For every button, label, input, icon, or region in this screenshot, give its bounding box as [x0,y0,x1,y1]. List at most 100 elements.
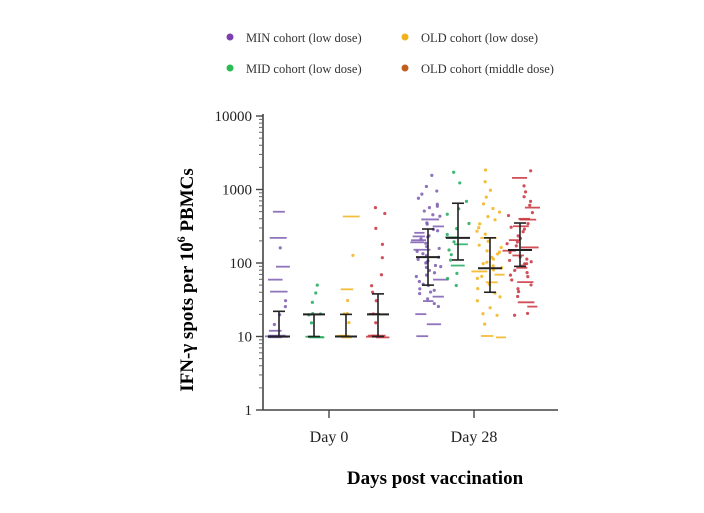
y-axis-label-main: IFN-γ spots per 10 [177,242,198,391]
data-point [454,283,458,288]
legend-label-old-middle-cohort: OLD cohort (middle dose) [421,62,554,76]
data-point [477,243,481,247]
data-point [499,245,503,250]
data-point [417,279,421,284]
data-point [497,250,502,254]
data-point [374,226,378,230]
data-point [418,287,422,291]
data-point [418,291,422,296]
data-point [447,248,451,252]
data-point [506,213,511,218]
data-point [491,264,495,268]
x-tick-label-day-28: Day 28 [451,429,498,446]
data-point [445,212,449,216]
data-point [486,239,490,243]
data-point [424,184,428,189]
data-point [514,244,518,248]
data-point [283,299,288,303]
data-point [485,260,489,264]
legend-dot-mid-cohort [226,64,234,72]
data-point [507,258,512,263]
x-ticks: Day 0 Day 28 [310,410,498,446]
data-point [315,283,319,287]
data-point [467,221,471,226]
data-point [449,253,453,257]
data-point [347,320,351,325]
data-point [426,297,430,301]
data-point [495,252,500,256]
data-point [435,189,439,193]
data-point [488,306,492,310]
y-tick-label-100: 100 [230,256,253,272]
data-point [476,287,480,291]
data-point [528,199,533,203]
data-point [422,209,426,213]
data-point [475,229,479,233]
data-point [495,313,499,317]
data-point [383,211,387,216]
y-axis-label-superscript: 6 [174,236,188,242]
x-axis-label: Days post vaccination [347,468,524,489]
data-point [432,271,437,275]
data-point [515,240,519,244]
legend-label-min-cohort: MIN cohort (low dose) [246,31,362,45]
data-point [529,283,533,287]
y-tick-label-1000: 1000 [222,183,252,199]
data-point [497,210,502,214]
data-point [530,210,535,215]
data-point [516,287,520,291]
data-point [510,278,514,282]
data-point [421,252,425,256]
data-point [480,274,484,278]
data-point [431,213,435,217]
data-point [485,249,489,253]
data-point [414,274,418,279]
data-point [416,196,421,200]
legend-label-mid-cohort: MID cohort (low dose) [246,62,362,76]
data-point [310,300,314,304]
data-point [449,258,453,262]
data-point [380,242,385,246]
data-point [522,227,526,231]
data-point [498,295,502,299]
data-point [486,215,490,219]
data-point [488,188,493,192]
data-point [475,299,479,303]
data-point [481,312,485,316]
data-point [525,257,529,261]
data-point [483,180,487,184]
data-point [428,290,433,294]
data-point [346,298,350,303]
data-point [445,276,450,281]
axes: 1 10 100 1000 10000 Day 0 Day 28 [215,109,558,446]
data-point [374,299,378,303]
data-point [525,271,529,275]
data-point [415,249,419,253]
data-point [483,168,488,172]
data-point [526,222,530,226]
data-point [458,181,462,185]
data-point [436,304,441,309]
data-point [516,289,521,294]
data-point [508,250,512,255]
data-point [432,301,436,306]
data-point [478,222,482,226]
data-point [432,288,436,292]
y-axis-label-suffix: PBMCs [177,168,198,236]
y-ticks: 1 10 100 1000 10000 [215,109,263,419]
data-point [351,253,355,257]
data-point [439,265,443,269]
data-point [508,273,513,277]
data-point [493,218,497,222]
legend-dot-old-low-cohort [401,33,409,41]
data-point [475,276,479,280]
data-point [477,226,481,230]
data-point [314,291,318,295]
data-point [529,260,533,264]
legend: MIN cohort (low dose) MID cohort (low do… [226,31,554,76]
data-point [424,241,428,245]
y-tick-label-1: 1 [245,403,253,419]
data-point [464,199,469,203]
data-point [272,322,276,327]
